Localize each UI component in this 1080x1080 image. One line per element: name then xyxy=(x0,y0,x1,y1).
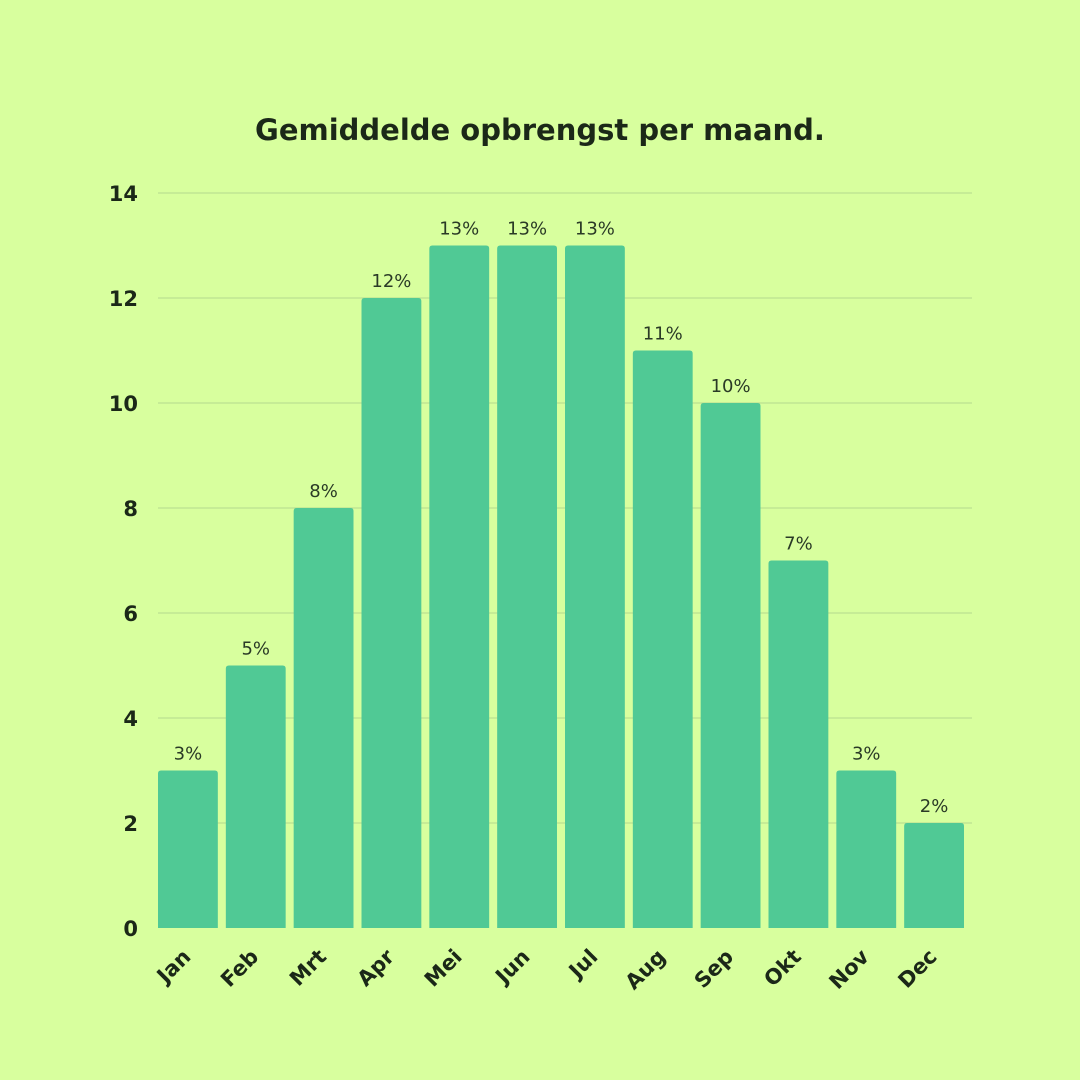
data-labels: 3% 5% 8% 12% 13% 13% 13% 11% 10% 7% 3% 2% xyxy=(174,219,949,818)
y-tick-label: 6 xyxy=(123,602,138,626)
data-label: 8% xyxy=(309,481,338,502)
data-label: 13% xyxy=(439,219,479,240)
y-axis-ticks: 0 2 4 6 8 10 12 14 xyxy=(109,182,138,941)
data-label: 11% xyxy=(643,324,683,345)
bars xyxy=(158,245,964,928)
bar-aug xyxy=(632,350,693,928)
bar-okt xyxy=(768,560,829,928)
bar-feb xyxy=(225,665,286,928)
data-label: 13% xyxy=(575,219,615,240)
data-label: 3% xyxy=(174,744,203,765)
y-tick-label: 0 xyxy=(123,917,138,941)
bar-sep xyxy=(700,403,761,928)
y-tick-label: 10 xyxy=(109,392,138,416)
data-label: 13% xyxy=(507,219,547,240)
bar-jan xyxy=(158,770,218,928)
data-label: 12% xyxy=(371,271,411,292)
data-label: 10% xyxy=(711,376,751,397)
data-label: 5% xyxy=(241,639,270,660)
y-tick-label: 4 xyxy=(123,707,138,731)
chart-title: Gemiddelde opbrengst per maand. xyxy=(255,113,825,147)
y-tick-label: 2 xyxy=(123,812,138,836)
bar-dec xyxy=(904,823,964,928)
y-tick-label: 12 xyxy=(109,287,138,311)
y-tick-label: 8 xyxy=(123,497,138,521)
data-label: 2% xyxy=(920,796,949,817)
data-label: 3% xyxy=(852,744,881,765)
bar-jun xyxy=(497,245,557,928)
bar-mei xyxy=(429,245,490,928)
bar-nov xyxy=(836,770,897,928)
bar-mrt xyxy=(293,508,354,928)
y-tick-label: 14 xyxy=(109,182,138,206)
data-label: 7% xyxy=(784,534,813,555)
bar-jul xyxy=(565,245,625,928)
bar-apr xyxy=(361,298,422,928)
